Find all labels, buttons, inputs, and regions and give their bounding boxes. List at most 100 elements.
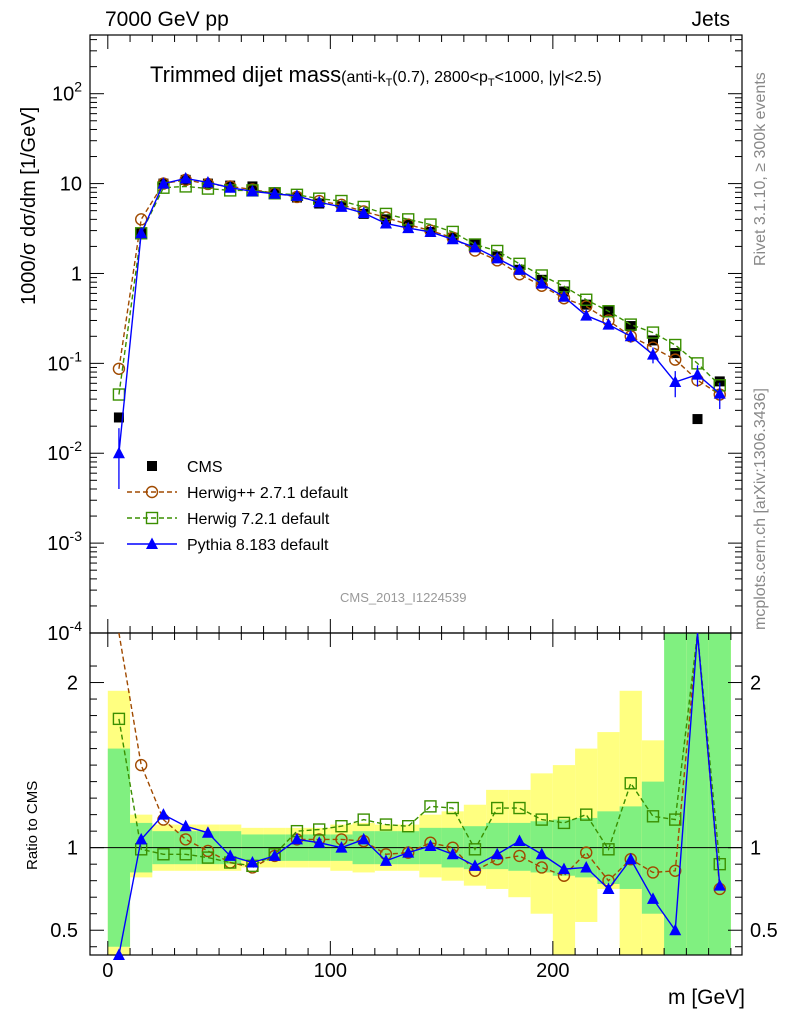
ratio-point xyxy=(224,849,237,861)
ratio-point xyxy=(513,801,526,815)
ratio-point xyxy=(268,849,281,861)
ratio-point xyxy=(580,808,593,821)
ratio-y-tick-label: 1 xyxy=(67,838,78,860)
green-band-bin xyxy=(664,633,687,955)
ratio-y-tick-label-right: 1 xyxy=(750,838,761,860)
green-band-bin xyxy=(686,633,709,955)
ratio-point xyxy=(335,841,348,853)
legend-label: CMS xyxy=(187,459,223,476)
data-point xyxy=(268,187,281,199)
header-energy-label: 7000 GeV pp xyxy=(105,8,229,31)
ratio-point xyxy=(669,864,682,877)
ratio-point xyxy=(179,848,192,861)
ratio-point xyxy=(201,851,215,864)
data-point xyxy=(580,309,593,321)
ratio-point xyxy=(513,834,526,847)
ratio-point xyxy=(468,843,482,856)
ratio-point xyxy=(424,839,437,852)
ratio-series-1 xyxy=(112,632,726,873)
ratio-series-line xyxy=(118,632,721,867)
x-axis-label: m [GeV] xyxy=(668,986,746,1009)
data-point xyxy=(313,195,326,208)
plot-title-main: Trimmed dijet mass xyxy=(150,62,342,87)
data-point xyxy=(535,277,548,289)
data-point xyxy=(424,225,437,237)
data-point xyxy=(713,387,726,399)
series-2 xyxy=(112,180,726,401)
ratio-point xyxy=(713,879,726,891)
green-band-bin xyxy=(508,822,531,871)
legend-marker xyxy=(145,485,159,499)
ratio-point xyxy=(513,849,526,863)
header-process-label: Jets xyxy=(691,8,730,31)
data-point xyxy=(446,232,459,245)
ratio-point xyxy=(535,847,548,860)
main-plot-marks xyxy=(112,171,726,490)
ratio-point xyxy=(335,820,348,833)
y-tick-label: 1 xyxy=(71,263,82,285)
y-tick-label: 10-4 xyxy=(47,618,82,645)
ratio-point xyxy=(135,832,148,845)
ratio-point xyxy=(112,948,125,960)
ratio-point xyxy=(669,923,682,936)
x-tick-label: 200 xyxy=(536,960,569,982)
ratio-point xyxy=(179,819,192,832)
plot-title-sub: (anti-kT(0.7), 2800<pT<1000, |y|<2.5) xyxy=(341,69,602,90)
plot-title: Trimmed dijet mass(anti-kT(0.7), 2800<pT… xyxy=(150,62,602,89)
ratio-y-tick-label-right: 0.5 xyxy=(750,920,778,942)
data-point xyxy=(157,177,170,189)
ratio-point xyxy=(112,712,126,726)
ratio-series-line xyxy=(118,632,721,890)
y-tick-label: 102 xyxy=(52,79,82,106)
ratio-point xyxy=(379,854,392,866)
ratio-point xyxy=(557,816,571,830)
ratio-point xyxy=(201,826,214,838)
data-point xyxy=(513,263,526,275)
legend-marker xyxy=(145,511,159,525)
x-tick-label: 0 xyxy=(102,960,113,982)
ratio-point xyxy=(357,813,370,826)
ratio-point xyxy=(134,758,148,772)
data-point xyxy=(602,305,615,318)
ratio-point xyxy=(580,860,593,873)
legend-marker xyxy=(147,461,157,471)
ratio-point xyxy=(713,857,726,871)
ratio-point xyxy=(424,800,437,813)
data-point xyxy=(402,221,415,234)
ratio-point xyxy=(602,882,615,894)
ratio-point xyxy=(157,808,170,820)
ratio-point xyxy=(290,832,303,845)
ratio-y-tick-label: 0.5 xyxy=(50,920,78,942)
y-tick-label: 10-1 xyxy=(47,348,82,375)
main-plot-frame: 10-4 10-3 10-2 10-1 1 10 102 xyxy=(47,34,743,645)
data-point xyxy=(246,184,259,197)
data-point xyxy=(580,293,593,306)
ratio-point xyxy=(535,861,548,874)
ratio-point xyxy=(646,892,659,904)
series-line xyxy=(118,179,721,396)
ratio-point xyxy=(246,856,259,868)
ratio-point xyxy=(468,859,481,871)
y-tick-label: 10-3 xyxy=(47,528,82,555)
y-tick-label: 10-2 xyxy=(47,438,82,465)
data-point xyxy=(112,362,126,375)
ratio-series-line xyxy=(118,632,721,956)
data-point xyxy=(692,414,703,425)
ratio-point xyxy=(669,813,682,826)
ratio-point xyxy=(313,836,326,848)
ratio-plot-border xyxy=(89,632,743,956)
ratio-point xyxy=(446,801,459,815)
data-point xyxy=(290,189,303,201)
series-line xyxy=(118,177,721,454)
legend-label: Pythia 8.183 default xyxy=(187,537,329,554)
data-point xyxy=(602,318,615,330)
data-point xyxy=(491,251,504,264)
ratio-point xyxy=(402,846,415,858)
ratio-point xyxy=(357,832,370,845)
data-point xyxy=(625,321,636,332)
analysis-id-label: CMS_2013_I1224539 xyxy=(340,590,467,605)
ratio-point xyxy=(313,823,326,836)
ratio-point xyxy=(402,820,415,833)
data-point xyxy=(335,200,348,212)
y-tick-label: 10 xyxy=(60,174,82,196)
